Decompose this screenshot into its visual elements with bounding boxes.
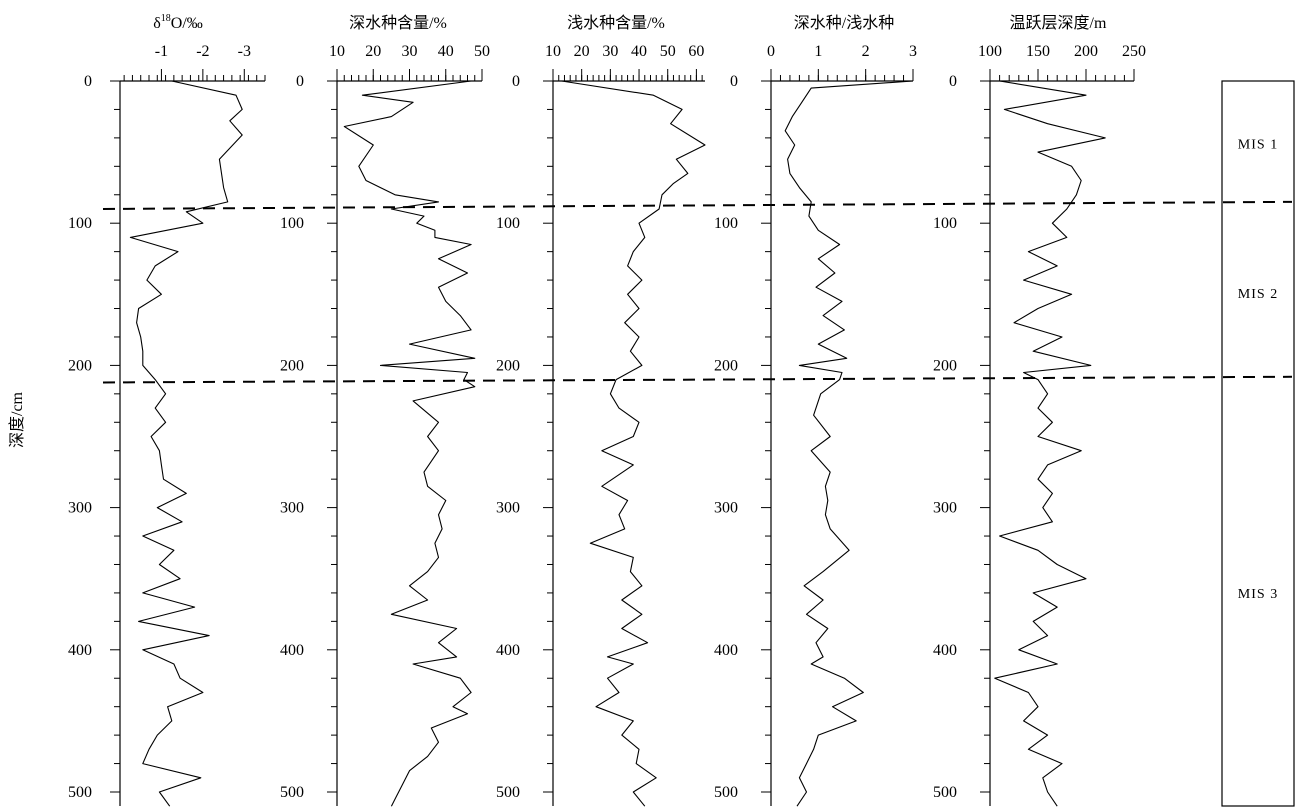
x-tick-label: 30	[602, 43, 618, 60]
x-tick-label: 100	[978, 43, 1002, 60]
y-tick-label: 100	[280, 215, 304, 232]
x-tick-label: 20	[365, 43, 381, 60]
panel-4: 0 1 2 3 0 100 200 300 400 500	[714, 43, 917, 807]
y-tick-label: 300	[280, 500, 304, 517]
y-tick-label: 200	[714, 357, 738, 374]
y-tick-label: 0	[730, 73, 738, 90]
x-tick-label: 1	[814, 43, 822, 60]
panel-5-title: 温跃层深度/m	[1010, 14, 1107, 32]
y-tick-label: 200	[68, 357, 92, 374]
panel-3: 10 20 30 40 50 60 0 100 200 300 400 500	[496, 43, 706, 807]
y-tick-label: 300	[496, 500, 520, 517]
x-tick-label: 40	[438, 43, 454, 60]
x-tick-label: 0	[767, 43, 775, 60]
panel-3-title: 浅水种含量/%	[567, 14, 665, 32]
y-tick-label: 200	[496, 357, 520, 374]
x-tick-label: 40	[631, 43, 647, 60]
y-tick-label: 300	[933, 500, 957, 517]
x-tick-label: 50	[474, 43, 490, 60]
y-tick-label: 0	[512, 73, 520, 90]
x-tick-label: -2	[196, 43, 209, 60]
y-axis-label: 深度/cm	[8, 391, 26, 448]
y-tick-label: 100	[496, 215, 520, 232]
series-line	[343, 80, 476, 807]
series-line	[784, 80, 914, 807]
y-tick-label: 500	[496, 784, 520, 801]
x-tick-label: 150	[1026, 43, 1050, 60]
y-tick-label: 500	[68, 784, 92, 801]
x-tick-label: 10	[329, 43, 345, 60]
x-tick-label: 50	[660, 43, 676, 60]
series-line	[129, 80, 243, 807]
panel-5: 100 150 200 250 0 100 200 300 400 500	[933, 43, 1146, 807]
y-tick-label: 100	[68, 215, 92, 232]
x-tick-label: 3	[909, 43, 917, 60]
y-tick-label: 500	[280, 784, 304, 801]
y-tick-label: 400	[933, 642, 957, 659]
panel-4-title: 深水种/浅水种	[794, 14, 894, 32]
y-tick-label: 200	[280, 357, 304, 374]
y-tick-label: 100	[714, 215, 738, 232]
x-tick-label: 20	[574, 43, 590, 60]
y-tick-label: 300	[68, 500, 92, 517]
panel-1: -1 -2 -3 0 100 200 300 400 500	[68, 43, 266, 807]
mis-stage-label: MIS 2	[1238, 287, 1278, 302]
y-tick-label: 400	[68, 642, 92, 659]
x-tick-label: -1	[155, 43, 168, 60]
mis-stage-label: MIS 1	[1238, 138, 1278, 153]
y-tick-label: 100	[933, 215, 957, 232]
y-tick-label: 400	[714, 642, 738, 659]
y-tick-label: 500	[933, 784, 957, 801]
panel-1-title: δ18O/‰	[153, 13, 203, 32]
x-tick-label: 2	[862, 43, 870, 60]
mis-boundary-line	[102, 200, 1293, 210]
y-tick-label: 400	[280, 642, 304, 659]
series-line	[561, 80, 706, 807]
mis-stage-label: MIS 3	[1238, 587, 1278, 602]
x-tick-label: 10	[545, 43, 561, 60]
y-tick-label: 500	[714, 784, 738, 801]
y-tick-label: 200	[933, 357, 957, 374]
mis-stage-box	[1221, 80, 1295, 807]
y-tick-label: 0	[84, 73, 92, 90]
y-tick-label: 300	[714, 500, 738, 517]
series-line	[994, 80, 1106, 807]
y-tick-label: 0	[949, 73, 957, 90]
x-tick-label: -3	[238, 43, 251, 60]
y-tick-label: 400	[496, 642, 520, 659]
x-tick-label: 30	[402, 43, 418, 60]
x-tick-label: 250	[1122, 43, 1146, 60]
y-tick-label: 0	[296, 73, 304, 90]
x-tick-label: 200	[1074, 43, 1098, 60]
panel-2-title: 深水种含量/%	[349, 14, 447, 32]
x-tick-label: 60	[688, 43, 704, 60]
mis-boundary-line	[102, 375, 1293, 384]
